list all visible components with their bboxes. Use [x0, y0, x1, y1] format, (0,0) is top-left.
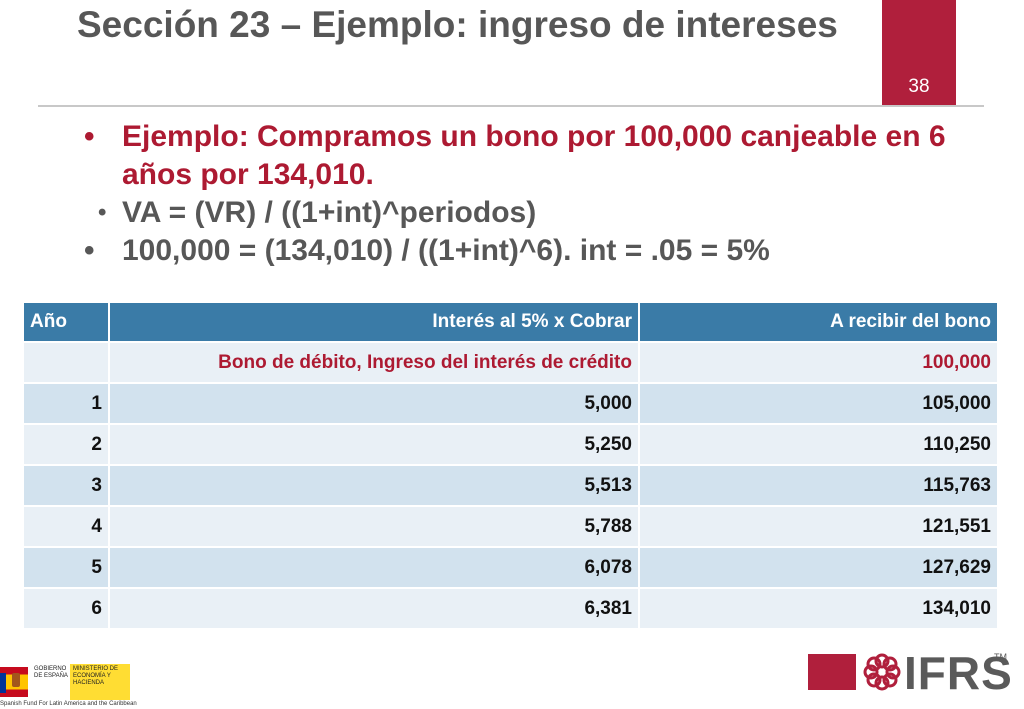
bullet-item-calculation: • 100,000 = (134,010) / ((1+int)^6). int…: [80, 232, 980, 270]
bullet-dot-icon: •: [84, 120, 95, 153]
table-row: 4 5,788 121,551: [22, 505, 999, 548]
table-row: 2 5,250 110,250: [22, 423, 999, 466]
table-cell: 1: [22, 382, 110, 425]
table-cell: 5,513: [108, 464, 640, 507]
table-header-row: Año Interés al 5% x Cobrar A recibir del…: [22, 301, 999, 343]
table-cell: 127,629: [638, 546, 999, 589]
table-cell: 6: [22, 587, 110, 630]
table-cell: 6,078: [108, 546, 640, 589]
table-cell: 5: [22, 546, 110, 589]
coat-of-arms-icon: [12, 673, 20, 687]
table-cell: 3: [22, 464, 110, 507]
table-row: 5 6,078 127,629: [22, 546, 999, 589]
header-interest: Interés al 5% x Cobrar: [108, 301, 640, 343]
table-row: 1 5,000 105,000: [22, 382, 999, 425]
bullet-text: Ejemplo: Compramos un bono por 100,000 c…: [122, 120, 946, 191]
table-cell: 5,250: [108, 423, 640, 466]
table-cell: 5,788: [108, 505, 640, 548]
bullet-item-formula: • VA = (VR) / ((1+int)^periodos): [80, 194, 980, 232]
spain-government-logo: GOBIERNO DE ESPAÑA MINISTERIO DE ECONOMÍ…: [0, 661, 140, 709]
header-year: Año: [22, 301, 110, 343]
page-number: 38: [908, 76, 930, 97]
subheader-label: Bono de débito, Ingreso del interés de c…: [108, 341, 640, 384]
table-cell: 121,551: [638, 505, 999, 548]
bullet-item-example: • Ejemplo: Compramos un bono por 100,000…: [80, 118, 980, 194]
interest-table: Año Interés al 5% x Cobrar A recibir del…: [22, 301, 999, 630]
ifrs-logo: IFRS TM: [808, 647, 1012, 699]
table-cell: [22, 341, 110, 384]
slide-title: Sección 23 – Ejemplo: ingreso de interes…: [77, 4, 838, 45]
title-divider: [38, 105, 984, 107]
ifrs-bar: [808, 654, 856, 690]
table-subheader-row: Bono de débito, Ingreso del interés de c…: [22, 341, 999, 384]
trademark-mark: TM: [994, 652, 1007, 662]
bullet-dot-icon: •: [98, 199, 107, 226]
table-cell: 2: [22, 423, 110, 466]
gov-label: GOBIERNO DE ESPAÑA: [34, 666, 68, 679]
bullet-text: VA = (VR) / ((1+int)^periodos): [122, 196, 537, 229]
bullet-dot-icon: •: [84, 234, 95, 267]
table-cell: 4: [22, 505, 110, 548]
table-cell: 115,763: [638, 464, 999, 507]
table-cell: 5,000: [108, 382, 640, 425]
table-cell: 105,000: [638, 382, 999, 425]
page-number-tab: 38: [882, 0, 956, 106]
table-cell: 6,381: [108, 587, 640, 630]
ifrs-wordmark: IFRS: [904, 647, 1013, 699]
table-cell: 134,010: [638, 587, 999, 630]
bullet-text: 100,000 = (134,010) / ((1+int)^6). int =…: [122, 234, 770, 267]
table-row: 3 5,513 115,763: [22, 464, 999, 507]
subheader-value: 100,000: [638, 341, 999, 384]
ministry-label: MINISTERIO DE ECONOMÍA Y HACIENDA: [70, 664, 130, 700]
ifrs-flower-icon: [863, 653, 901, 691]
fund-label: Spanish Fund For Latin America and the C…: [0, 701, 137, 707]
bullet-list: • Ejemplo: Compramos un bono por 100,000…: [80, 118, 980, 270]
header-receivable: A recibir del bono: [638, 301, 999, 343]
table-cell: 110,250: [638, 423, 999, 466]
table-row: 6 6,381 134,010: [22, 587, 999, 630]
eu-flag-icon: [0, 673, 6, 693]
